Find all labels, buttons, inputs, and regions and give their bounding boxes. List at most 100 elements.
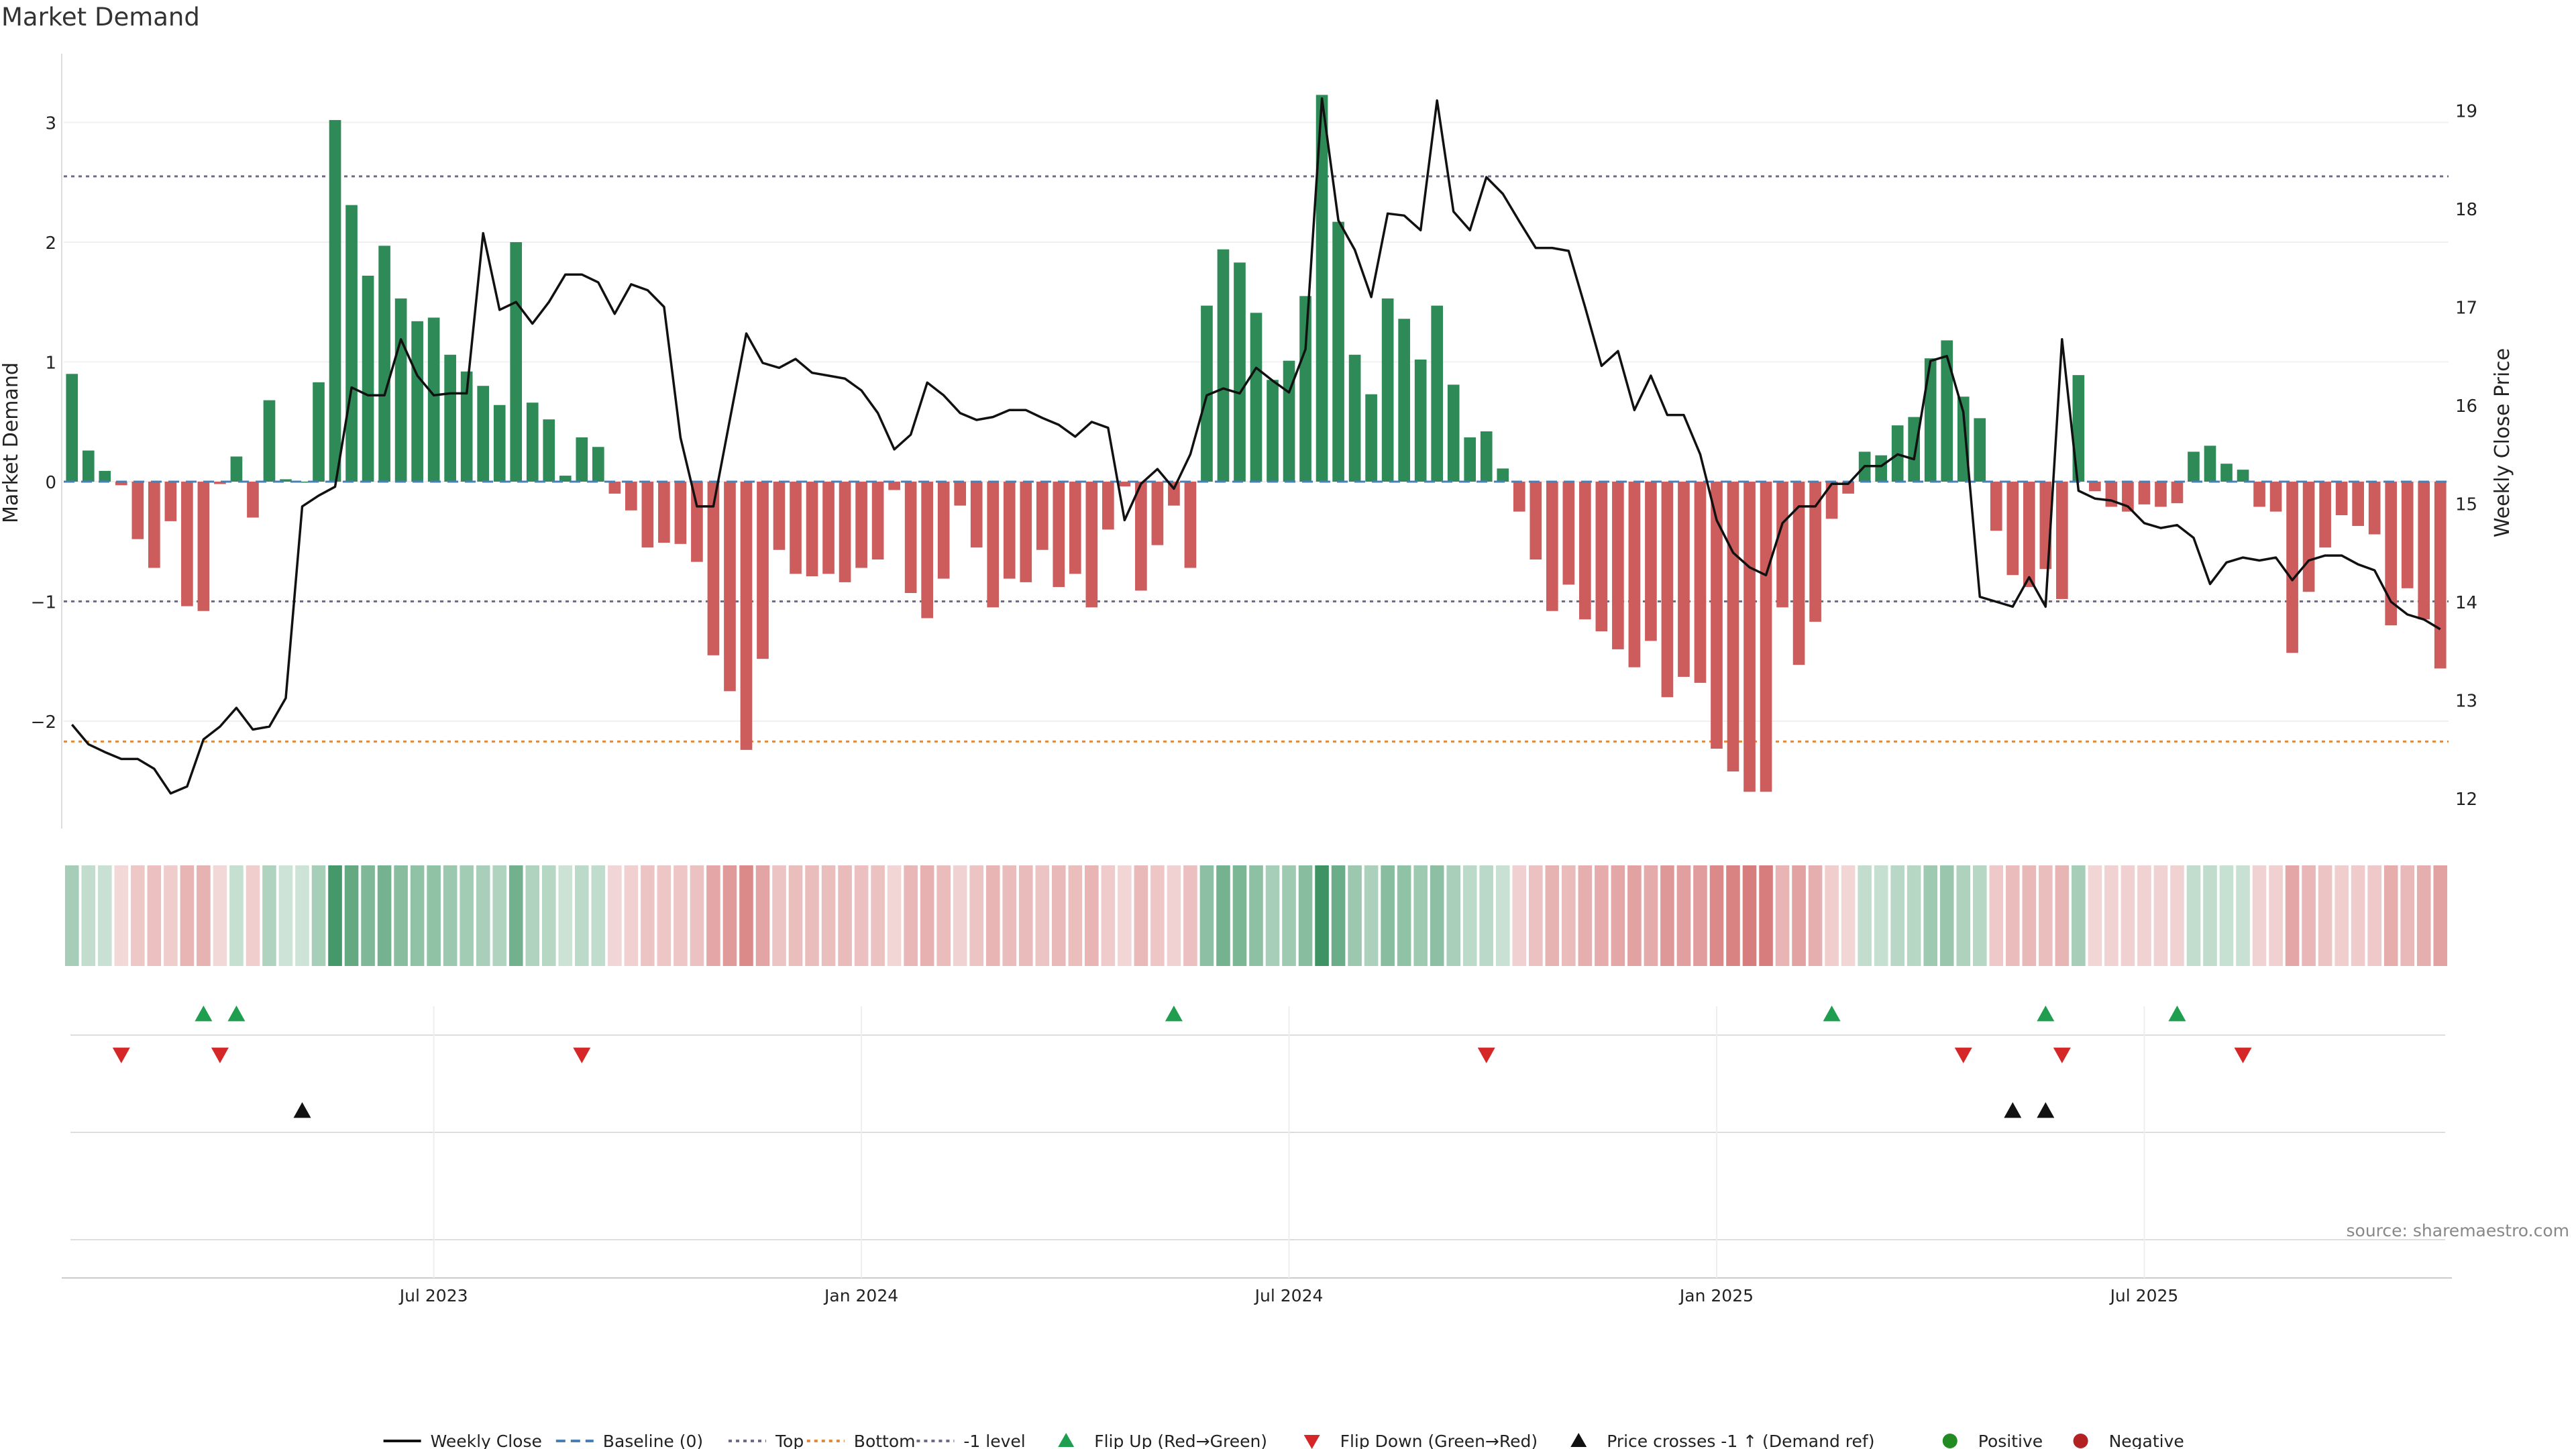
legend-label: Top (775, 1432, 804, 1449)
demand-bar (1299, 296, 1311, 482)
demand-bar (197, 482, 210, 611)
demand-bar (2335, 482, 2348, 515)
flip-down-marker (573, 1047, 591, 1063)
demand-bar (477, 386, 490, 482)
demand-bar (1694, 482, 1707, 683)
legend-item: Flip Up (Red→Green) (1058, 1432, 1267, 1449)
y2-tick-label: 17 (2455, 299, 2477, 319)
flip-down-marker (2234, 1047, 2252, 1063)
heatmap-cell (197, 865, 211, 966)
heatmap-cell (821, 865, 836, 966)
heatmap-cell (1923, 865, 1938, 966)
demand-bar (757, 482, 769, 659)
heatmap-cell (772, 865, 786, 966)
demand-bar (937, 482, 950, 579)
heatmap-cell (508, 865, 523, 966)
demand-bar (1776, 482, 1788, 608)
heatmap-cell (1775, 865, 1790, 966)
demand-bar (1941, 340, 1953, 482)
x-tick-label: Jan 2025 (1678, 1286, 1754, 1305)
heatmap-cell (2416, 865, 2431, 966)
demand-bar (559, 476, 572, 482)
demand-bar (2237, 470, 2249, 482)
heatmap-cell (1446, 865, 1461, 966)
heatmap-cell (427, 865, 441, 966)
heatmap-cell (788, 865, 803, 966)
heatmap-cell (97, 865, 112, 966)
flip-up-marker (2037, 1006, 2055, 1022)
heatmap-cell (2302, 865, 2316, 966)
heatmap-cell (608, 865, 622, 966)
demand-bar (1003, 482, 1016, 579)
demand-bar (427, 317, 440, 482)
demand-bar (1036, 482, 1049, 550)
demand-bar (1908, 417, 1921, 482)
demand-bar (1875, 455, 1887, 482)
legend-item: Price crosses -1 ↑ (Demand ref) (1570, 1432, 1874, 1449)
demand-bar (2220, 464, 2233, 482)
demand-bar (2368, 482, 2381, 535)
legend-label: Flip Up (Red→Green) (1094, 1432, 1267, 1449)
heatmap-cell (1595, 865, 1609, 966)
heatmap-cell (1167, 865, 1181, 966)
demand-bar (2204, 445, 2216, 482)
demand-bar (329, 119, 341, 482)
legend-dot-icon (1942, 1434, 1957, 1448)
y-tick-label: −1 (31, 593, 56, 613)
heatmap-cell (1134, 865, 1148, 966)
demand-bar (1431, 305, 1444, 482)
weekly-close-line (70, 97, 2441, 795)
legend-label: Baseline (0) (603, 1432, 703, 1449)
demand-bar (2006, 482, 2019, 576)
legend-label: Weekly Close (431, 1432, 542, 1449)
heatmap-cell (1709, 865, 1724, 966)
demand-bar (970, 482, 983, 548)
demand-bar (1381, 298, 1394, 482)
demand-bar (1711, 482, 1723, 749)
demand-bar (888, 482, 900, 490)
flip-down-marker (2053, 1047, 2071, 1063)
demand-bar (493, 405, 506, 482)
demand-bar (1760, 482, 1772, 792)
y-tick-label: 0 (45, 473, 56, 493)
heatmap-cell (1298, 865, 1313, 966)
heatmap-cell (1381, 865, 1395, 966)
y-tick-label: 2 (45, 233, 56, 254)
flip-up-marker (2168, 1006, 2186, 1022)
demand-bar (1579, 482, 1591, 620)
demand-bar (674, 482, 687, 544)
heatmap-cell (1085, 865, 1099, 966)
heatmap-cell (1611, 865, 1625, 966)
price-cross-marker (293, 1102, 311, 1118)
heatmap-cell (2351, 865, 2365, 966)
heatmap-cell (690, 865, 704, 966)
heatmap-cell (1956, 865, 1971, 966)
demand-bar (543, 419, 555, 482)
heatmap-cell (2055, 865, 2070, 966)
heatmap-cell (394, 865, 408, 966)
demand-bar (2319, 482, 2331, 548)
heatmap-cell (1792, 865, 1806, 966)
legend-label: Bottom (854, 1432, 916, 1449)
demand-bar (1809, 482, 1821, 622)
demand-bar (608, 482, 621, 494)
y2-tick-label: 16 (2455, 396, 2477, 417)
legend-triangle-down-icon (1303, 1435, 1320, 1449)
demand-bar (1118, 482, 1131, 487)
heatmap-cell (1364, 865, 1379, 966)
heatmap-cell (81, 865, 96, 966)
heatmap-cell (1512, 865, 1527, 966)
legend-triangle-up-icon (1058, 1433, 1075, 1447)
flip-up-marker (1165, 1006, 1183, 1022)
heatmap-cell (1118, 865, 1132, 966)
demand-bar (2269, 482, 2282, 512)
demand-bar (1316, 95, 1328, 482)
legend-label: Flip Down (Green→Red) (1340, 1432, 1538, 1449)
demand-bar (131, 482, 144, 539)
demand-bar (280, 479, 292, 482)
heatmap-cell (871, 865, 885, 966)
heatmap-cell (1627, 865, 1642, 966)
heatmap-cell (1216, 865, 1230, 966)
heatmap-cell (147, 865, 162, 966)
demand-bar (1398, 319, 1410, 482)
